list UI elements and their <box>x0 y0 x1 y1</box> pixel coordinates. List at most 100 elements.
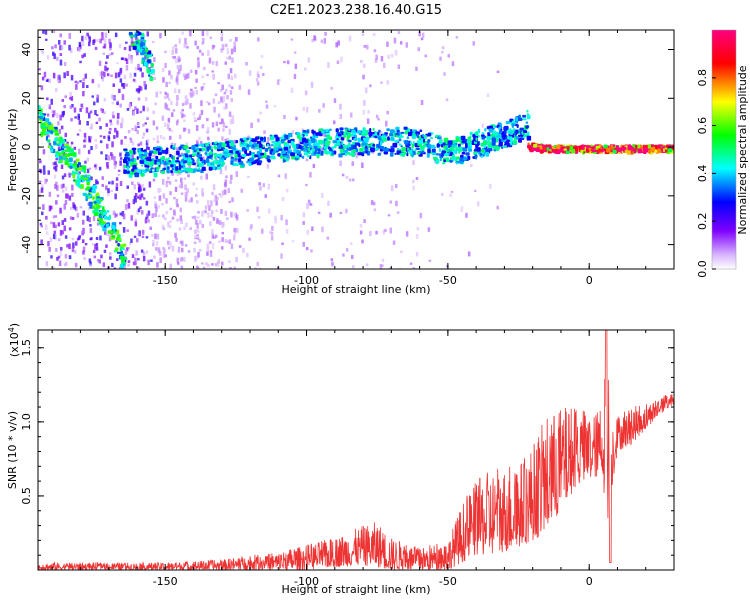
spectrogram-cell <box>221 119 224 124</box>
spectrogram-cell <box>377 118 380 121</box>
spectrogram-cell <box>511 123 514 128</box>
colorbar-tick-label: 0.0 <box>696 260 709 278</box>
spectrogram-cell <box>162 227 166 231</box>
spectrogram-cell <box>81 35 84 42</box>
spectrogram-cell <box>83 257 86 260</box>
spectrogram-cell <box>186 46 189 49</box>
spectrogram-cell <box>59 59 63 66</box>
spectrogram-cell <box>394 49 398 56</box>
spectrogram-cell <box>143 80 146 86</box>
spectrogram-cell <box>387 136 390 141</box>
spectrogram-cell <box>397 131 400 136</box>
spectrogram-cell <box>178 227 182 231</box>
spectrogram-cell <box>59 114 62 121</box>
spectrogram-cell <box>202 86 205 89</box>
spectrogram-cell <box>96 222 100 226</box>
spectrogram-cell <box>206 127 210 133</box>
spectrogram-cell <box>86 32 89 37</box>
spectrogram-cell <box>60 247 63 251</box>
spectrogram-cell <box>196 154 202 158</box>
spectrogram-cell <box>137 63 140 69</box>
spectrogram-cell <box>175 147 179 151</box>
spectrogram-cell <box>610 146 615 149</box>
spectrogram-cell <box>439 56 442 61</box>
spectrogram-cell <box>167 176 170 180</box>
x-tick-label: -100 <box>294 274 319 287</box>
spectrogram-cell <box>108 131 111 135</box>
spectrogram-cell <box>169 153 172 158</box>
spectrogram-cell <box>235 171 238 177</box>
spectrogram-cell <box>171 216 175 220</box>
spectrogram-cell <box>412 267 415 269</box>
spectrogram-cell <box>217 144 221 150</box>
spectrogram-cell <box>624 150 627 154</box>
spectrogram-cell <box>107 188 110 194</box>
spectrogram-cell <box>317 145 322 149</box>
spectrogram-cell <box>135 88 139 92</box>
spectrogram-cell <box>84 136 87 143</box>
spectrogram-cell <box>157 214 161 218</box>
spectrogram-cell <box>58 40 61 45</box>
spectrogram-cell <box>207 212 210 218</box>
spectrogram-cell <box>63 173 67 177</box>
y-tick-label: 1.5 <box>20 339 33 357</box>
spectrogram-cell <box>177 262 180 265</box>
spectrogram-cell <box>52 72 56 79</box>
spectrogram-cell <box>142 187 146 191</box>
spectrogram-cell <box>362 137 366 141</box>
spectrogram-cell <box>193 215 197 220</box>
spectrogram-cell <box>139 42 144 47</box>
spectrogram-cell <box>200 175 203 180</box>
spectrogram-cell <box>321 193 324 198</box>
spectrogram-cell <box>491 141 496 146</box>
spectrogram-cell <box>77 166 83 171</box>
spectrogram-cell <box>213 199 216 202</box>
spectrogram-cell <box>99 235 102 241</box>
spectrogram-cell <box>117 173 121 176</box>
spectrogram-cell <box>71 184 74 191</box>
spectrogram-cell <box>194 40 197 46</box>
spectrogram-cell <box>253 138 257 143</box>
spectrogram-cell <box>109 127 112 131</box>
spectrogram-cell <box>214 141 217 145</box>
spectrogram-cell <box>248 162 252 166</box>
spectrogram-cell <box>135 250 138 256</box>
spectrogram-cell <box>190 197 193 203</box>
spectrogram-cell <box>270 231 274 235</box>
spectrogram-cell <box>482 140 487 145</box>
spectrogram-cell <box>357 152 363 156</box>
spectrogram-cell <box>130 38 134 44</box>
spectrogram-cell <box>258 143 263 148</box>
spectrogram-cell <box>80 103 84 109</box>
spectrogram-cell <box>409 141 412 145</box>
spectrogram-cell <box>387 54 390 59</box>
spectrogram-cell <box>127 264 130 267</box>
spectrogram-cell <box>121 94 125 100</box>
spectrogram-cell <box>210 200 213 207</box>
spectrogram-cell <box>528 147 531 151</box>
spectrogram-cell <box>138 85 141 92</box>
spectrogram-cell <box>233 139 236 145</box>
spectrogram-cell <box>196 229 200 233</box>
spectrogram-cell <box>147 146 151 151</box>
spectrogram-cell <box>165 149 168 155</box>
spectrogram-cell <box>83 170 86 174</box>
spectrogram-cell <box>408 150 413 154</box>
spectrogram-cell <box>396 211 400 214</box>
spectrogram-cell <box>117 169 121 172</box>
spectrogram-cell <box>526 109 529 113</box>
spectrogram-cell <box>423 138 426 143</box>
spectrogram-cell <box>61 111 65 118</box>
spectrogram-cell <box>286 188 289 193</box>
spectrogram-cell <box>151 158 155 163</box>
spectrogram-cell <box>201 192 204 197</box>
spectrogram-cell <box>54 44 57 49</box>
spectrogram-cell <box>228 150 234 154</box>
spectrogram-cell <box>115 177 119 181</box>
spectrogram-cell <box>207 263 210 268</box>
spectrogram-cell <box>200 140 203 146</box>
spectrogram-cell <box>370 200 374 205</box>
spectrogram-cell <box>263 137 266 142</box>
spectrogram-cell <box>375 230 378 235</box>
spectrogram-cell <box>70 96 74 101</box>
